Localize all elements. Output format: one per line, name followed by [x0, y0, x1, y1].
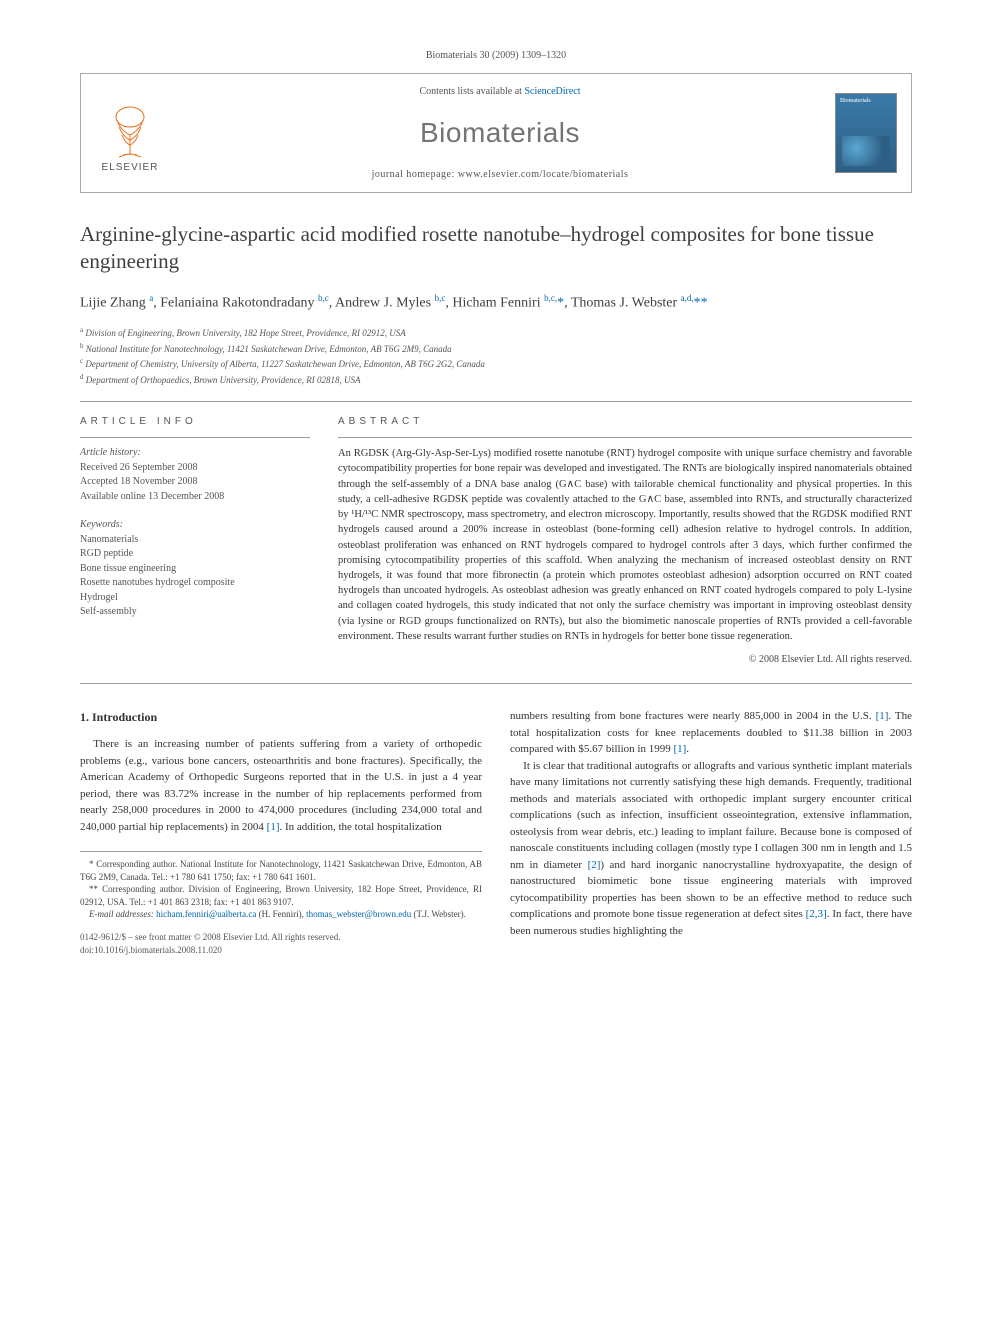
email-fenniri[interactable]: hicham.fenniri@ualberta.ca: [156, 909, 256, 919]
footer-doi: doi:10.1016/j.biomaterials.2008.11.020: [80, 944, 482, 957]
footnote-emails: E-mail addresses: hicham.fenniri@ualbert…: [80, 908, 482, 921]
journal-homepage-line: journal homepage: www.elsevier.com/locat…: [165, 169, 835, 180]
col2-p2-a: It is clear that traditional autografts …: [510, 760, 912, 871]
ref-link-1b[interactable]: [1]: [876, 710, 889, 722]
section-heading-introduction: 1. Introduction: [80, 708, 482, 726]
abstract-copyright: © 2008 Elsevier Ltd. All rights reserved…: [338, 654, 912, 665]
post-abstract-divider: [80, 683, 912, 684]
cover-label: Biomaterials: [840, 98, 871, 104]
ref-link-1c[interactable]: [1]: [673, 743, 686, 755]
ref-link-1[interactable]: [1]: [267, 821, 280, 833]
intro-paragraph-1: There is an increasing number of patient…: [80, 736, 482, 835]
history-received: Received 26 September 2008: [80, 461, 310, 476]
col2-p1-a: numbers resulting from bone fractures we…: [510, 710, 876, 722]
header-citation: Biomaterials 30 (2009) 1309–1320: [80, 50, 912, 61]
intro-p1-text: There is an increasing number of patient…: [80, 738, 482, 833]
keywords-label: Keywords:: [80, 518, 310, 533]
footer-front-matter: 0142-9612/$ – see front matter © 2008 El…: [80, 931, 482, 944]
keywords-block: Keywords: NanomaterialsRGD peptideBone t…: [80, 518, 310, 620]
intro-paragraph-2: It is clear that traditional autografts …: [510, 758, 912, 940]
affiliation-list: a Division of Engineering, Brown Univers…: [80, 325, 912, 387]
email2-tail: (T.J. Webster).: [411, 909, 466, 919]
col2-p1-c: .: [686, 743, 689, 755]
article-info-label: ARTICLE INFO: [80, 416, 310, 427]
divider-rule: [80, 401, 912, 402]
footnote-corresponding-2: ** Corresponding author. Division of Eng…: [80, 883, 482, 908]
intro-paragraph-1-cont: numbers resulting from bone fractures we…: [510, 708, 912, 758]
abstract-divider: [338, 437, 912, 438]
email-label: E-mail addresses:: [89, 909, 156, 919]
ref-link-23[interactable]: [2,3]: [806, 908, 827, 920]
history-online: Available online 13 December 2008: [80, 490, 310, 505]
info-divider: [80, 437, 310, 438]
homepage-prefix: journal homepage:: [372, 169, 458, 180]
contents-prefix: Contents lists available at: [419, 86, 524, 97]
keyword-item: Nanomaterials: [80, 533, 310, 548]
elsevier-wordmark: ELSEVIER: [102, 162, 159, 173]
sciencedirect-link[interactable]: ScienceDirect: [524, 86, 580, 97]
homepage-url[interactable]: www.elsevier.com/locate/biomaterials: [458, 169, 629, 180]
affiliation-line: b National Institute for Nanotechnology,…: [80, 341, 912, 357]
body-column-right: numbers resulting from bone fractures we…: [510, 708, 912, 956]
header-center: Contents lists available at ScienceDirec…: [165, 86, 835, 180]
abstract-text: An RGDSK (Arg-Gly-Asp-Ser-Lys) modified …: [338, 446, 912, 644]
intro-p1-tail: . In addition, the total hospitalization: [279, 821, 441, 833]
corresponding-author-footnotes: * Corresponding author. National Institu…: [80, 851, 482, 921]
journal-cover-thumbnail: Biomaterials: [835, 93, 897, 173]
footer-copyright-block: 0142-9612/$ – see front matter © 2008 El…: [80, 931, 482, 956]
author-list: Lijie Zhang a, Felaniaina Rakotondradany…: [80, 292, 912, 314]
email-webster[interactable]: thomas_webster@brown.edu: [306, 909, 411, 919]
article-title: Arginine-glycine-aspartic acid modified …: [80, 221, 912, 276]
keyword-item: RGD peptide: [80, 547, 310, 562]
abstract-column: ABSTRACT An RGDSK (Arg-Gly-Asp-Ser-Lys) …: [338, 416, 912, 665]
abstract-label: ABSTRACT: [338, 416, 912, 427]
affiliation-line: a Division of Engineering, Brown Univers…: [80, 325, 912, 341]
info-abstract-row: ARTICLE INFO Article history: Received 2…: [80, 416, 912, 665]
affiliation-line: c Department of Chemistry, University of…: [80, 356, 912, 372]
elsevier-tree-icon: [105, 105, 155, 160]
body-column-left: 1. Introduction There is an increasing n…: [80, 708, 482, 956]
elsevier-logo: ELSEVIER: [95, 93, 165, 173]
keyword-item: Bone tissue engineering: [80, 562, 310, 577]
keyword-item: Rosette nanotubes hydrogel composite: [80, 576, 310, 591]
history-label: Article history:: [80, 446, 310, 461]
contents-available-line: Contents lists available at ScienceDirec…: [165, 86, 835, 97]
body-two-column: 1. Introduction There is an increasing n…: [80, 708, 912, 956]
email1-tail: (H. Fenniri),: [256, 909, 306, 919]
article-history-block: Article history: Received 26 September 2…: [80, 446, 310, 504]
journal-name: Biomaterials: [165, 117, 835, 149]
journal-header-box: ELSEVIER Contents lists available at Sci…: [80, 73, 912, 193]
ref-link-2[interactable]: [2]: [588, 859, 601, 871]
article-info-column: ARTICLE INFO Article history: Received 2…: [80, 416, 310, 665]
keyword-item: Hydrogel: [80, 591, 310, 606]
affiliation-line: d Department of Orthopaedics, Brown Univ…: [80, 372, 912, 388]
history-accepted: Accepted 18 November 2008: [80, 475, 310, 490]
keyword-item: Self-assembly: [80, 605, 310, 620]
footnote-corresponding-1: * Corresponding author. National Institu…: [80, 858, 482, 883]
